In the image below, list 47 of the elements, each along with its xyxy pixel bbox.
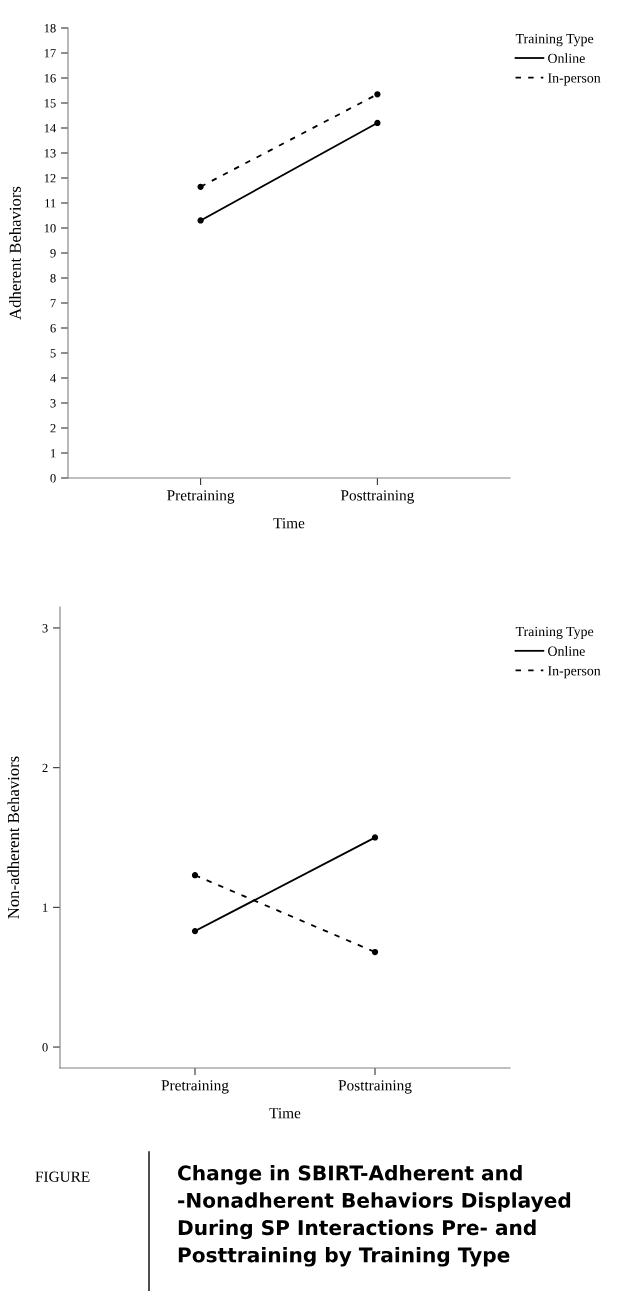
- y-tick-label: 1: [43, 903, 48, 912]
- point: [191, 872, 199, 879]
- legend-label: In-person: [548, 666, 601, 679]
- y-tick-label: 13: [44, 149, 56, 158]
- y-tick-label: 11: [45, 199, 56, 208]
- y-tick-label: 12: [44, 174, 56, 183]
- point: [197, 217, 204, 224]
- y-tick-label: 8: [50, 274, 56, 283]
- y-tick-label: 7: [50, 299, 56, 308]
- y-axis-title: Non-adherent Behaviors: [7, 756, 20, 919]
- y-tick-label: 0: [42, 1043, 48, 1052]
- y-tick-label: 3: [50, 399, 56, 408]
- point: [197, 183, 204, 190]
- y-tick-label: 14: [44, 124, 56, 133]
- x-tick-label: Posttraining: [338, 1080, 412, 1094]
- point: [191, 927, 199, 935]
- y-tick-label: 18: [44, 24, 56, 33]
- y-tick-label: 1: [51, 449, 56, 458]
- y-tick-label: 3: [42, 624, 48, 633]
- y-axis-title: Adherent Behaviors: [9, 186, 21, 320]
- legend-title: Training Type: [515, 34, 594, 47]
- y-tick-label: 0: [50, 474, 56, 483]
- y-tick-label: 9: [50, 249, 56, 258]
- y-tick-label: 6: [50, 324, 56, 333]
- x-tick-label: Pretraining: [161, 1080, 229, 1094]
- x-tick-label: Posttraining: [340, 490, 415, 504]
- y-tick-label: 4: [50, 374, 56, 383]
- y-tick-label: 5: [50, 349, 56, 358]
- point: [374, 119, 381, 127]
- point: [371, 834, 379, 841]
- legend-label: Online: [548, 646, 585, 656]
- text: Change in SBIRT-Adherent and -Nonadherent Behaviors Displayed During SP Interactions Pre- and Posttraining by Training Type: [178, 1165, 571, 1267]
- point: [371, 948, 379, 956]
- x-tick-label: Pretraining: [167, 490, 235, 504]
- y-tick-label: 16: [44, 74, 56, 83]
- legend-title: Training Type: [515, 626, 594, 640]
- x-axis-title: Time: [273, 518, 305, 529]
- y-tick-label: 15: [44, 99, 56, 108]
- text: FIGURE: [35, 1171, 90, 1182]
- y-tick-label: 2: [50, 424, 56, 433]
- x-axis-title: Time: [269, 1108, 301, 1119]
- y-tick-label: 17: [44, 49, 56, 58]
- y-tick-label: 10: [44, 224, 56, 233]
- legend-label: Online: [548, 53, 585, 63]
- legend-label: In-person: [548, 73, 601, 86]
- point: [374, 91, 381, 98]
- y-tick-label: 2: [42, 763, 48, 772]
